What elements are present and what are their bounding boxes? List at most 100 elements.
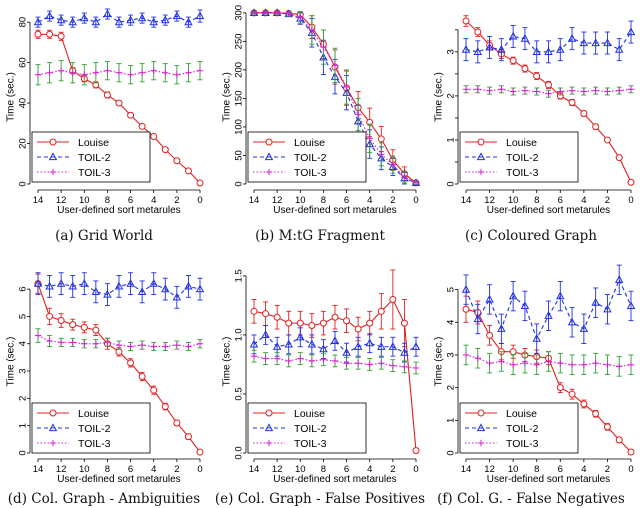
data-point	[68, 281, 77, 290]
data-point	[173, 71, 181, 78]
data-point	[580, 110, 588, 118]
legend-c: Louise TOIL-2 TOIL-3	[459, 131, 579, 183]
data-point	[533, 88, 540, 95]
data-point	[184, 167, 192, 175]
data-point	[331, 357, 339, 365]
error-bar	[569, 27, 575, 51]
data-point	[462, 305, 470, 313]
data-point	[149, 279, 158, 287]
data-point	[568, 87, 576, 94]
data-point	[354, 325, 362, 333]
data-point	[196, 67, 204, 74]
y-tick-label: 4	[18, 341, 29, 346]
data-point	[411, 342, 421, 350]
x-tick-label: 0	[197, 195, 202, 206]
y-tick-label: 300	[234, 5, 245, 21]
x-tick-label: 10	[79, 195, 90, 206]
data-point	[195, 11, 205, 20]
data-point	[172, 11, 182, 20]
data-point	[103, 91, 111, 99]
data-point	[92, 326, 100, 334]
data-point	[485, 42, 494, 51]
data-point	[568, 361, 576, 368]
data-point	[80, 13, 89, 22]
x-tick-label: 0	[413, 195, 418, 206]
legend-marker	[265, 168, 273, 176]
data-point	[461, 284, 471, 293]
legend-marker	[477, 439, 485, 447]
x-tick-label: 4	[151, 464, 156, 475]
legend-marker	[264, 423, 274, 432]
data-point	[185, 343, 192, 350]
caption: (a) Grid World	[55, 228, 153, 244]
data-point	[533, 72, 541, 80]
data-point	[509, 348, 517, 356]
x-tick-label: 14	[461, 464, 472, 475]
data-point	[580, 361, 588, 368]
data-point	[568, 99, 576, 107]
data-point	[627, 361, 635, 368]
legend-marker	[48, 152, 58, 161]
y-tick-label: 5	[18, 314, 29, 319]
caption: (e) Col. Graph - False Positives	[215, 491, 425, 507]
data-point	[196, 340, 204, 347]
x-tick-label: 6	[128, 464, 133, 475]
data-point	[173, 157, 181, 165]
data-point	[532, 333, 541, 342]
series-louise	[462, 15, 635, 186]
data-point	[250, 9, 258, 17]
y-tick-label: 0	[446, 181, 457, 186]
data-point	[296, 332, 305, 341]
x-tick-label: 0	[628, 195, 633, 206]
data-point	[580, 400, 588, 408]
data-point	[126, 279, 135, 287]
data-point	[509, 88, 517, 95]
data-point	[498, 86, 505, 93]
x-tick-label: 8	[105, 195, 110, 206]
data-point	[331, 62, 339, 69]
data-point	[138, 341, 146, 349]
x-tick-label: 4	[367, 195, 372, 206]
series-line	[37, 335, 201, 348]
data-point	[196, 448, 204, 456]
series-line	[253, 334, 417, 354]
data-point	[412, 447, 420, 455]
data-point	[485, 294, 494, 303]
data-point	[34, 332, 42, 339]
data-point	[521, 65, 529, 73]
data-point	[69, 321, 77, 329]
x-tick-label: 0	[413, 464, 418, 475]
series-line	[37, 70, 201, 76]
caption: (b) M:tG Fragment	[255, 228, 385, 244]
data-point	[532, 47, 541, 55]
x-tick-label: 6	[558, 195, 563, 206]
x-tick-label: 2	[174, 195, 179, 206]
x-tick-label: 8	[105, 464, 110, 475]
data-point	[115, 341, 123, 349]
x-tick-label: 0	[197, 464, 202, 475]
data-point	[273, 9, 281, 17]
data-point	[462, 351, 470, 359]
series-toil-3	[462, 85, 635, 98]
data-point	[138, 122, 146, 130]
data-point	[580, 88, 588, 95]
data-point	[401, 363, 408, 371]
data-point	[162, 343, 169, 350]
data-point	[604, 88, 611, 95]
series-toil-2	[461, 264, 636, 354]
y-tick-label: 100	[234, 119, 245, 135]
x-tick-label: 10	[508, 464, 519, 475]
data-point	[92, 69, 100, 76]
y-tick-label: 40	[18, 98, 29, 109]
data-point	[473, 314, 483, 323]
series-toil-3	[34, 328, 204, 352]
data-point	[486, 359, 493, 367]
data-point	[137, 287, 147, 295]
data-point	[320, 43, 327, 51]
x-tick-label: 12	[272, 464, 283, 475]
legend-marker	[265, 409, 273, 417]
x-tick-label: 2	[390, 464, 395, 475]
data-point	[195, 284, 205, 293]
data-point	[579, 38, 589, 47]
